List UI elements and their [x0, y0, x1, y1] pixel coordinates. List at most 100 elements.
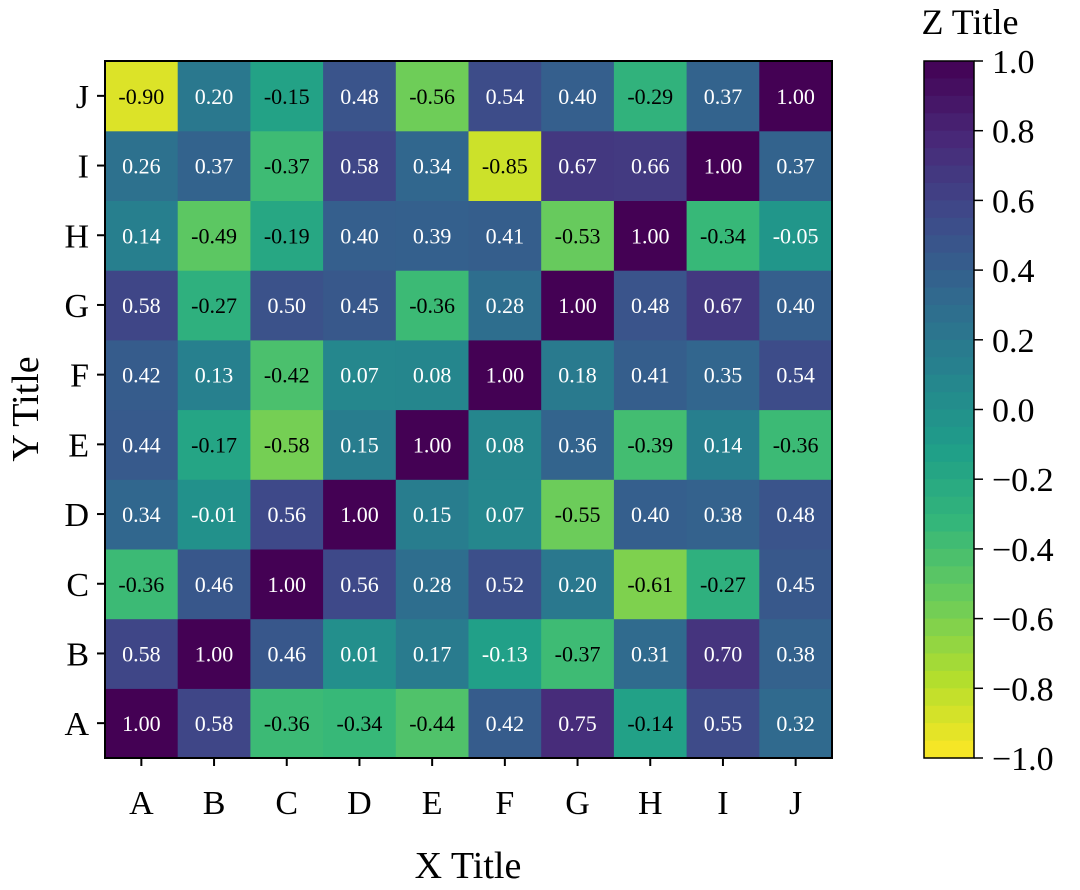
heatmap-cell-H-F — [468, 200, 542, 271]
cell-value-label: 0.55 — [704, 711, 743, 736]
heatmap-cell-C-G — [541, 548, 615, 620]
cell-value-label: 0.45 — [340, 293, 379, 318]
heatmap-cell-A-J — [759, 688, 833, 759]
y-tick-label: A — [64, 706, 89, 743]
cell-value-label: 0.58 — [122, 293, 161, 318]
cell-value-label: -0.61 — [627, 572, 673, 597]
colorbar-tick-label: 0.2 — [992, 323, 1035, 360]
colorbar-band — [924, 740, 974, 759]
cell-value-label: -0.01 — [191, 502, 237, 527]
colorbar: 1.0 0.8 0.6 0.4 0.2 0.0 −0.2 −0.4 −0.6 −0.8 −1.0 — [923, 44, 1054, 778]
cell-value-label: 0.42 — [122, 363, 161, 388]
heatmap-cell-D-A — [105, 479, 179, 550]
cell-value-label: 0.54 — [776, 363, 815, 388]
cell-value-label: 0.40 — [558, 84, 597, 109]
y-tick-label: C — [66, 567, 89, 604]
heatmap-cell-F-G — [541, 339, 615, 411]
cell-value-label: -0.85 — [482, 154, 528, 179]
colorbar-band — [924, 322, 974, 341]
colorbar-band — [924, 270, 974, 289]
cell-value-label: 0.41 — [631, 363, 670, 388]
colorbar-band — [924, 165, 974, 184]
heatmap-cell-C-E — [395, 548, 470, 620]
cell-value-label: -0.29 — [627, 84, 673, 109]
cell-value-label: 0.34 — [122, 502, 161, 527]
heatmap-cell-D-E — [395, 479, 470, 550]
x-tick-label: A — [129, 785, 154, 822]
heatmap-cell-D-D — [323, 479, 397, 550]
heatmap-cell-I-E — [395, 130, 470, 201]
colorbar-band — [924, 496, 974, 515]
heatmap-cell-F-F — [468, 339, 542, 411]
cell-value-label: 0.67 — [558, 154, 597, 179]
heatmap-cell-H-D — [323, 200, 397, 271]
heatmap-cell-G-G — [541, 270, 615, 341]
colorbar-tick-label: −0.6 — [992, 602, 1054, 639]
heatmap-cell-E-A — [105, 409, 179, 480]
heatmap-cell-F-I — [686, 339, 760, 411]
cell-value-label: -0.05 — [773, 223, 819, 248]
heatmap-cell-D-J — [759, 479, 833, 550]
cell-value-label: -0.53 — [555, 223, 601, 248]
cell-value-label: 0.41 — [486, 223, 525, 248]
cell-value-label: -0.36 — [773, 432, 819, 457]
heatmap-cell-H-E — [395, 200, 470, 271]
heatmap-cell-G-E — [395, 270, 470, 341]
y-tick-label: F — [70, 358, 89, 395]
cell-value-label: -0.90 — [118, 84, 164, 109]
heatmap-cell-H-G — [541, 200, 615, 271]
colorbar-tick-label: 0.6 — [992, 183, 1035, 220]
heatmap-cell-E-G — [541, 409, 615, 480]
cell-value-label: -0.37 — [264, 154, 310, 179]
heatmap-cell-C-H — [613, 548, 688, 620]
cell-value-label: 1.00 — [413, 432, 452, 457]
heatmap-cell-B-A — [105, 618, 179, 689]
heatmap-cell-B-E — [395, 618, 470, 689]
cell-value-label: 0.37 — [776, 154, 815, 179]
cell-value-label: 0.66 — [631, 154, 670, 179]
cell-value-label: 0.15 — [340, 432, 379, 457]
colorbar-band — [924, 357, 974, 376]
cell-value-label: 0.48 — [631, 293, 670, 318]
heatmap-cell-E-C — [250, 409, 324, 480]
x-tick-label: I — [717, 785, 728, 822]
heatmap-cell-B-I — [686, 618, 760, 689]
heatmap-cell-F-H — [613, 339, 688, 411]
cell-value-label: 0.14 — [122, 223, 161, 248]
cell-value-label: -0.27 — [191, 293, 237, 318]
heatmap-cell-E-J — [759, 409, 833, 480]
colorbar-band — [924, 304, 974, 323]
cell-value-label: 0.46 — [268, 641, 307, 666]
heatmap-cell-H-J — [759, 200, 833, 271]
cell-value-label: 0.37 — [704, 84, 743, 109]
heatmap-cell-B-B — [177, 618, 251, 689]
colorbar-band — [924, 636, 974, 655]
colorbar-band — [924, 618, 974, 637]
heatmap-cell-A-G — [541, 688, 615, 759]
heatmap-cell-H-H — [613, 200, 688, 271]
cell-value-label: 0.58 — [195, 711, 234, 736]
cell-value-label: 0.44 — [122, 432, 161, 457]
heatmap-cell-A-E — [395, 688, 470, 759]
colorbar-band — [924, 409, 974, 428]
colorbar-tick-label: −0.4 — [992, 532, 1054, 569]
cell-value-label: 0.26 — [122, 154, 161, 179]
cell-value-label: -0.36 — [264, 711, 310, 736]
heatmap-cell-J-C — [250, 61, 324, 132]
cell-value-label: 1.00 — [268, 572, 307, 597]
cell-value-label: 0.40 — [631, 502, 670, 527]
heatmap-cell-C-I — [686, 548, 760, 620]
heatmap-cell-A-C — [250, 688, 324, 759]
heatmap-cell-C-D — [323, 548, 397, 620]
cell-value-label: 0.38 — [776, 641, 815, 666]
colorbar-band — [924, 670, 974, 689]
cell-value-label: 0.20 — [195, 84, 234, 109]
heatmap-cell-G-C — [250, 270, 324, 341]
heatmap-cell-E-B — [177, 409, 251, 480]
colorbar-tick-label: −0.2 — [992, 462, 1054, 499]
cell-value-label: -0.55 — [555, 502, 601, 527]
heatmap-cell-F-B — [177, 339, 251, 411]
heatmap-cell-I-J — [759, 130, 833, 201]
heatmap-cell-D-C — [250, 479, 324, 550]
